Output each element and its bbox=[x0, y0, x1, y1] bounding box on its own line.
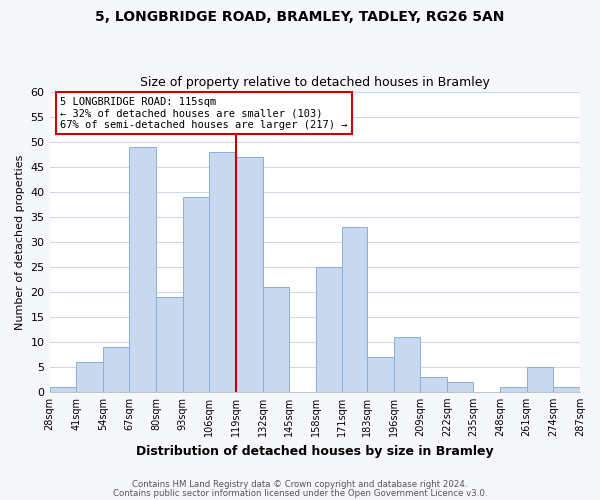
Text: 5 LONGBRIDGE ROAD: 115sqm
← 32% of detached houses are smaller (103)
67% of semi: 5 LONGBRIDGE ROAD: 115sqm ← 32% of detac… bbox=[60, 96, 347, 130]
Bar bbox=[394, 337, 420, 392]
Bar bbox=[50, 387, 76, 392]
Bar bbox=[263, 287, 289, 392]
Bar bbox=[103, 347, 130, 392]
Y-axis label: Number of detached properties: Number of detached properties bbox=[15, 154, 25, 330]
Bar bbox=[156, 297, 182, 392]
Text: Contains HM Land Registry data © Crown copyright and database right 2024.: Contains HM Land Registry data © Crown c… bbox=[132, 480, 468, 489]
Bar bbox=[130, 147, 156, 392]
Bar bbox=[527, 367, 553, 392]
Bar bbox=[76, 362, 103, 392]
Text: Contains public sector information licensed under the Open Government Licence v3: Contains public sector information licen… bbox=[113, 488, 487, 498]
Bar bbox=[343, 227, 367, 392]
Text: 5, LONGBRIDGE ROAD, BRAMLEY, TADLEY, RG26 5AN: 5, LONGBRIDGE ROAD, BRAMLEY, TADLEY, RG2… bbox=[95, 10, 505, 24]
Bar bbox=[553, 387, 580, 392]
Bar bbox=[316, 267, 343, 392]
Title: Size of property relative to detached houses in Bramley: Size of property relative to detached ho… bbox=[140, 76, 490, 90]
Bar bbox=[209, 152, 236, 392]
X-axis label: Distribution of detached houses by size in Bramley: Distribution of detached houses by size … bbox=[136, 444, 494, 458]
Bar bbox=[367, 357, 394, 392]
Bar bbox=[447, 382, 473, 392]
Bar bbox=[182, 197, 209, 392]
Bar bbox=[500, 387, 527, 392]
Bar bbox=[420, 377, 447, 392]
Bar bbox=[236, 157, 263, 392]
